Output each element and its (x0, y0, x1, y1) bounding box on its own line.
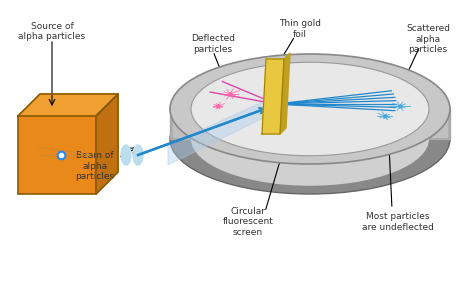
Bar (18, 116, 96, 194)
Polygon shape (280, 53, 290, 134)
Text: Beam of
alpha
particles: Beam of alpha particles (75, 151, 115, 181)
Ellipse shape (170, 54, 450, 164)
Text: Thin gold
foil: Thin gold foil (279, 19, 321, 39)
Text: Deflected
particles: Deflected particles (191, 34, 235, 54)
Ellipse shape (121, 145, 131, 165)
Polygon shape (168, 101, 265, 165)
Text: Source of
alpha particles: Source of alpha particles (18, 22, 86, 41)
Polygon shape (96, 94, 118, 194)
Ellipse shape (191, 62, 429, 156)
Polygon shape (170, 109, 450, 139)
Ellipse shape (191, 92, 429, 186)
Text: Circular
fluorescent
screen: Circular fluorescent screen (223, 207, 273, 237)
Polygon shape (262, 59, 284, 134)
Polygon shape (173, 111, 447, 137)
Text: Most particles
are undeflected: Most particles are undeflected (362, 212, 434, 232)
Polygon shape (18, 94, 118, 116)
Ellipse shape (133, 145, 143, 165)
Text: Scattered
alpha
particles: Scattered alpha particles (406, 24, 450, 54)
Ellipse shape (170, 84, 450, 194)
